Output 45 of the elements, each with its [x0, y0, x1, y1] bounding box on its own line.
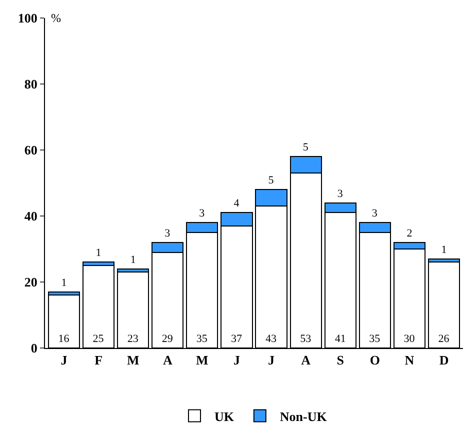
x-tick-label: M [196, 352, 208, 368]
data-label: 35 [196, 333, 208, 345]
data-label: 26 [438, 333, 450, 345]
x-tick-label: J [233, 352, 240, 368]
data-label: 4 [234, 198, 240, 210]
data-label: 1 [441, 244, 447, 256]
x-tick-label: J [268, 352, 276, 368]
data-label: 30 [404, 333, 416, 345]
data-label: 37 [230, 333, 242, 345]
data-label: 16 [58, 333, 70, 345]
x-tick-label: N [404, 352, 415, 368]
y-tick-label: 60 [24, 142, 38, 158]
legend-label: Non-UK [280, 408, 328, 424]
legend-label: UK [214, 408, 235, 424]
x-tick-label: F [94, 352, 103, 368]
data-label: 2 [406, 227, 412, 240]
data-label: 3 [164, 227, 171, 240]
x-tick-label: A [301, 352, 312, 368]
data-label: 3 [337, 188, 344, 200]
data-label: 1 [96, 247, 102, 260]
x-tick-label: M [126, 352, 140, 368]
x-tick-label: J [60, 352, 68, 368]
data-label: 3 [372, 208, 378, 220]
data-label: 43 [266, 333, 278, 345]
y-tick-label: 80 [24, 76, 38, 92]
y-axis-title: % [51, 11, 61, 25]
data-label: 1 [130, 254, 136, 266]
data-label: 3 [199, 208, 206, 220]
data-label: 35 [369, 333, 381, 345]
data-label: 5 [268, 174, 274, 187]
x-tick-label: O [370, 352, 380, 368]
x-tick-label: S [336, 352, 344, 368]
x-tick-label: A [162, 352, 173, 368]
data-label: 29 [162, 333, 174, 345]
data-label: 41 [334, 333, 346, 345]
x-tick-label: D [439, 352, 449, 368]
y-tick-label: 100 [18, 10, 38, 26]
y-tick-label: 20 [24, 274, 38, 290]
data-label: 23 [127, 333, 139, 345]
data-label: 25 [92, 333, 104, 345]
y-tick-label: 0 [30, 340, 38, 356]
data-label: 53 [300, 333, 312, 345]
data-label: 5 [302, 142, 309, 154]
y-tick-label: 40 [24, 208, 38, 224]
data-label: 1 [61, 276, 67, 289]
